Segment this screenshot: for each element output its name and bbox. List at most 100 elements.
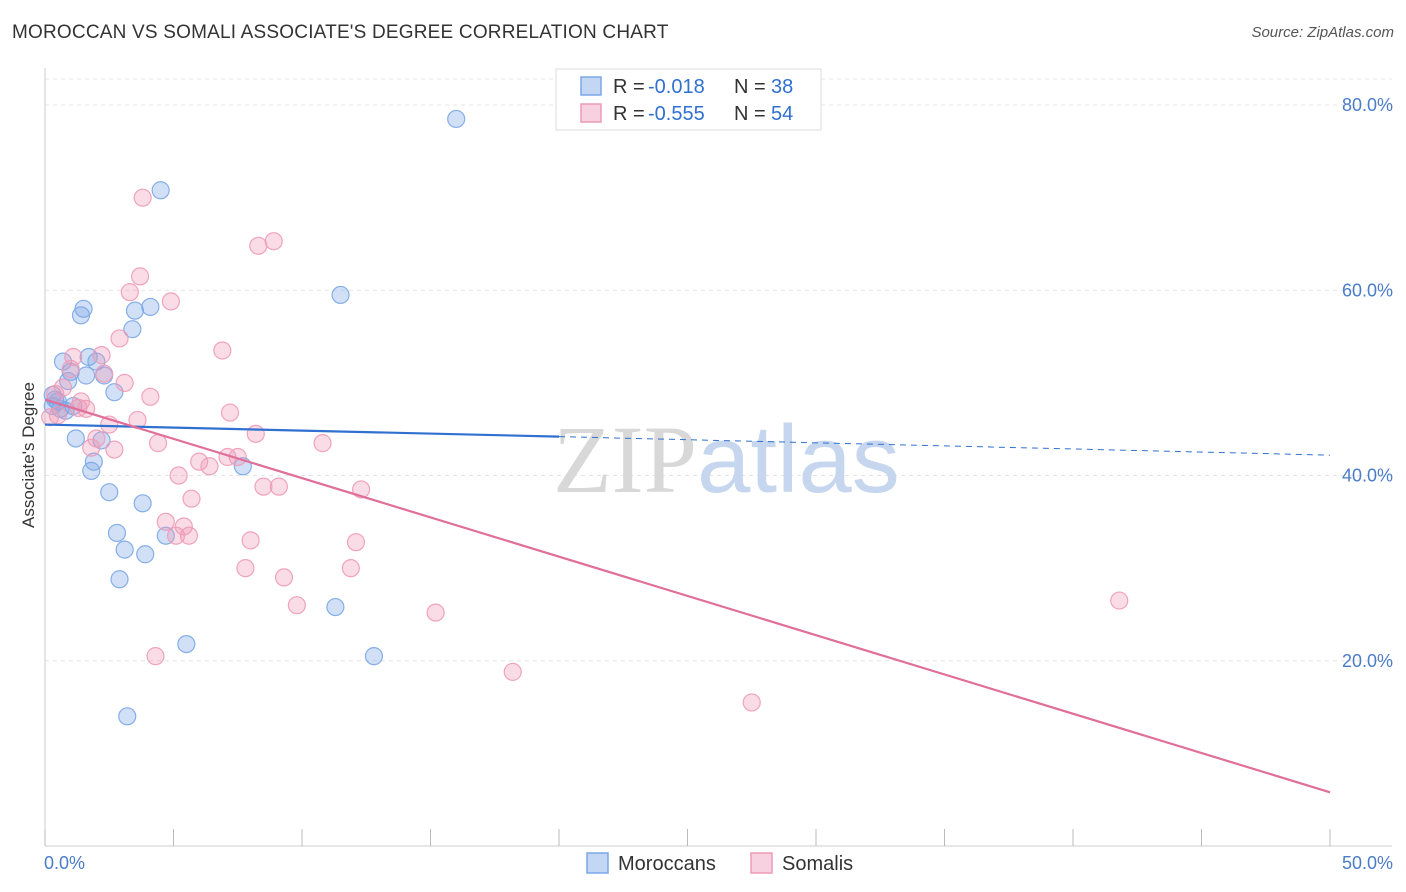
somalis-point	[53, 378, 73, 397]
somalis-swatch	[580, 103, 602, 123]
somalis-point	[236, 559, 255, 578]
legend-somalis-swatch	[750, 852, 773, 874]
somalis-point	[174, 517, 193, 536]
legend-moroccans-swatch	[586, 852, 609, 874]
somalis-point	[105, 440, 124, 459]
stats-legend: R = -0.018 N = 38 R = -0.555 N = 54	[555, 68, 822, 131]
moroccans-point	[156, 526, 175, 545]
legend-somalis-label: Somalis	[782, 853, 853, 875]
somalis-point	[133, 188, 152, 207]
somalis-point	[64, 347, 83, 367]
somalis-point	[352, 480, 371, 499]
somalis-point	[82, 438, 101, 457]
somalis-n-label: N =	[734, 103, 766, 125]
somalis-trend-line	[44, 398, 1331, 794]
y-tick-label: 80.0%	[1342, 95, 1393, 115]
moroccans-point	[331, 285, 350, 305]
moroccans-point	[364, 647, 384, 666]
y-tick-label: 20.0%	[1342, 651, 1393, 671]
moroccans-trend-line	[44, 423, 560, 438]
somalis-point	[148, 434, 168, 453]
somalis-point	[179, 526, 199, 545]
somalis-point	[92, 346, 111, 365]
moroccans-point	[105, 383, 124, 402]
moroccans-point	[177, 634, 196, 654]
moroccans-swatch	[580, 76, 602, 96]
somalis-point	[287, 596, 306, 615]
x-tick-label: 0.0%	[44, 853, 85, 873]
y-axis-label: Associate's Degree	[19, 382, 38, 528]
somalis-point	[213, 341, 232, 360]
moroccans-point	[110, 570, 129, 589]
moroccans-point	[123, 320, 142, 339]
somalis-point	[156, 512, 175, 531]
somalis-point	[200, 457, 219, 476]
somalis-point	[220, 403, 240, 422]
somalis-point	[341, 559, 360, 578]
somalis-point	[110, 329, 129, 348]
somalis-point	[426, 603, 445, 622]
somalis-point	[1110, 591, 1129, 610]
moroccans-r-value: -0.018	[648, 76, 705, 98]
axes	[44, 68, 1392, 847]
somalis-point	[166, 526, 186, 545]
watermark-atlas: atlas	[697, 406, 900, 513]
watermark-zip: ZIP	[553, 406, 697, 513]
somalis-r-value: -0.555	[648, 103, 705, 125]
somalis-point	[246, 424, 265, 443]
moroccans-point	[447, 109, 466, 129]
somalis-point	[115, 373, 134, 393]
somalis-point	[313, 434, 332, 453]
somalis-point	[182, 489, 201, 508]
somalis-point	[169, 466, 188, 485]
moroccans-point	[326, 597, 345, 617]
somalis-point	[190, 452, 209, 471]
somalis-point	[264, 232, 283, 251]
moroccans-point	[53, 352, 73, 371]
x-tick-label: 50.0%	[1342, 853, 1393, 873]
somalis-n-value: 54	[771, 103, 793, 125]
somalis-r-label: R =	[613, 103, 645, 125]
moroccans-point	[141, 297, 160, 317]
somalis-point	[269, 477, 288, 496]
stats-legend-box	[555, 68, 822, 131]
somalis-point	[120, 283, 139, 302]
series-legend: Moroccans Somalis	[586, 852, 853, 875]
somalis-point	[274, 568, 294, 587]
moroccans-point	[115, 540, 134, 559]
moroccans-point	[136, 545, 155, 564]
somalis-point	[503, 662, 522, 681]
moroccans-point	[133, 494, 152, 513]
somalis-point	[346, 533, 366, 552]
source-label: Source: ZipAtlas.com	[1251, 24, 1394, 41]
moroccans-r-label: R =	[613, 76, 645, 98]
watermark: ZIPatlas	[553, 406, 900, 513]
somalis-point	[146, 647, 165, 666]
tick-labels: 20.0% 40.0% 60.0% 80.0% 0.0% 50.0%	[44, 95, 1393, 873]
y-tick-label: 40.0%	[1342, 466, 1393, 486]
moroccans-point	[84, 452, 103, 471]
legend-moroccans-label: Moroccans	[618, 853, 716, 875]
moroccans-trend-extension	[558, 436, 1331, 456]
moroccans-n-value: 38	[771, 76, 793, 98]
somalis-point	[161, 292, 181, 311]
somalis-point	[141, 387, 160, 406]
moroccans-point	[77, 366, 96, 385]
somalis-point	[87, 429, 106, 448]
somalis-point	[48, 406, 67, 425]
moroccans-point	[118, 707, 137, 726]
somalis-point	[241, 531, 260, 550]
somalis-point	[130, 267, 150, 286]
moroccans-point	[107, 523, 127, 543]
trend-lines	[44, 398, 1331, 794]
moroccans-point	[151, 181, 170, 200]
y-tick-label: 60.0%	[1342, 280, 1393, 300]
somalis-point	[254, 477, 273, 496]
chart-title: MOROCCAN VS SOMALI ASSOCIATE'S DEGREE CO…	[12, 22, 669, 43]
series-somalis	[41, 188, 1129, 712]
moroccans-point	[74, 299, 93, 318]
moroccans-point	[66, 429, 85, 448]
somalis-point	[95, 364, 114, 383]
somalis-point	[249, 236, 268, 255]
